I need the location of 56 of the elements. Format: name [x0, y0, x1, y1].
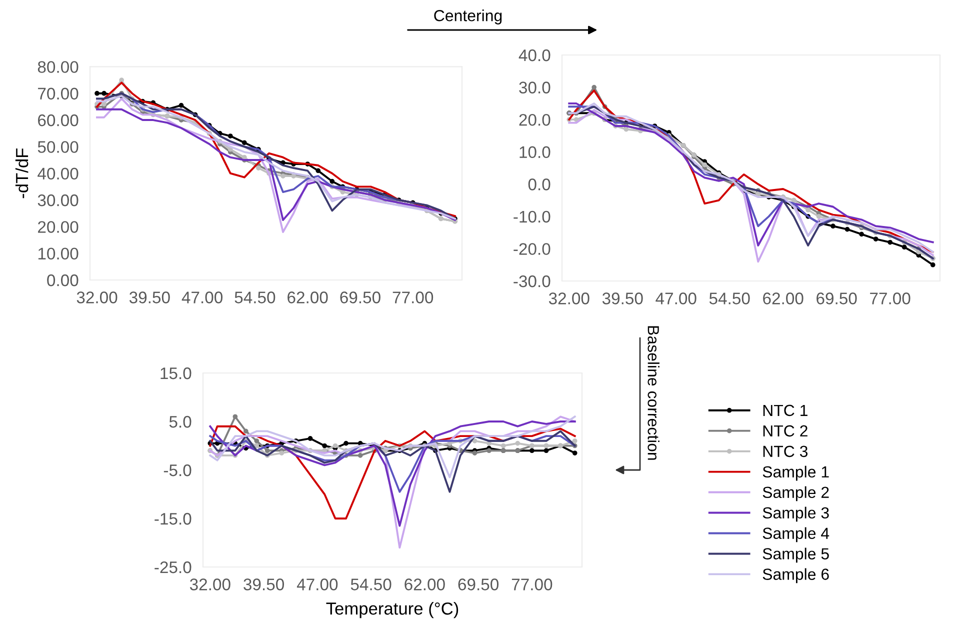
y-tick-label: 0.0: [528, 178, 550, 190]
y-tick-label: 40.00: [38, 168, 78, 180]
y-tick-label: 30.00: [38, 194, 78, 206]
x-tick-label: 62.00: [404, 578, 445, 590]
x-tick-label: 69.50: [816, 292, 857, 304]
y-tick-label: 80.00: [38, 61, 78, 73]
legend-label: Sample 5: [762, 548, 829, 563]
y-tick-label: 50.00: [38, 141, 78, 153]
legend-label: Sample 6: [762, 568, 829, 584]
x-tick-label: 62.00: [763, 292, 804, 304]
x-tick-label: 32.00: [190, 578, 230, 590]
legend-label: Sample 2: [762, 486, 829, 502]
legend-label: Sample 4: [762, 527, 830, 542]
y-tick-label: -15.0: [154, 512, 192, 525]
x-tick-label: 54.50: [350, 578, 392, 590]
x-tick-label: 77.00: [512, 578, 552, 590]
y-tick-label: 15.0: [160, 367, 192, 380]
x-tick-label: 39.50: [602, 292, 643, 304]
y-tick-label: -30.0: [514, 275, 550, 288]
y-tick-label: 20.00: [38, 221, 78, 233]
x-tick-label: 69.50: [458, 578, 499, 590]
x-tick-label: 47.00: [182, 292, 223, 304]
y-tick-label: 5.0: [169, 416, 192, 428]
y-tick-label: 60.00: [38, 114, 78, 126]
x-tick-label: 47.00: [296, 578, 338, 590]
y-tick-label: -10.0: [514, 210, 550, 223]
x-tick-label: 32.00: [548, 292, 590, 304]
y-tick-label: -25.0: [154, 561, 192, 574]
y-tick-label: 10.0: [520, 146, 550, 158]
x-tick-label: 77.00: [392, 292, 434, 304]
y-tick-label: 70.00: [38, 88, 78, 100]
x-tick-label: 54.50: [234, 292, 276, 304]
legend-label: NTC 2: [763, 425, 808, 437]
y-tick-label: 20.0: [519, 114, 550, 126]
x-tick-label: 77.00: [870, 292, 910, 304]
y-tick-label: 10.00: [38, 248, 78, 260]
legend-label: NTC 3: [763, 446, 808, 458]
legend-label: Sample 1: [762, 466, 829, 481]
x-tick-label: 62.00: [288, 292, 328, 304]
y-tick-label: -5.0: [164, 464, 192, 476]
x-axis-title: Temperature (°C): [326, 602, 458, 618]
y-tick-label: 0.00: [47, 274, 78, 286]
y-tick-label: -20.0: [514, 243, 550, 255]
x-tick-label: 39.50: [129, 292, 170, 304]
x-tick-label: 69.50: [340, 292, 380, 304]
x-tick-label: 47.00: [656, 292, 696, 304]
x-tick-label: 32.00: [76, 292, 118, 304]
x-tick-label: 54.50: [709, 292, 750, 304]
x-tick-label: 39.50: [244, 578, 284, 590]
legend-label: NTC 1: [763, 404, 808, 416]
y-tick-label: 30.0: [519, 82, 550, 94]
text: Baseline correction: [648, 326, 660, 460]
text: Centering: [434, 10, 502, 24]
y-tick-label: 40.0: [518, 49, 550, 62]
y-axis-title: -dT/dF: [15, 148, 28, 198]
legend-label: Sample 3: [762, 506, 829, 522]
